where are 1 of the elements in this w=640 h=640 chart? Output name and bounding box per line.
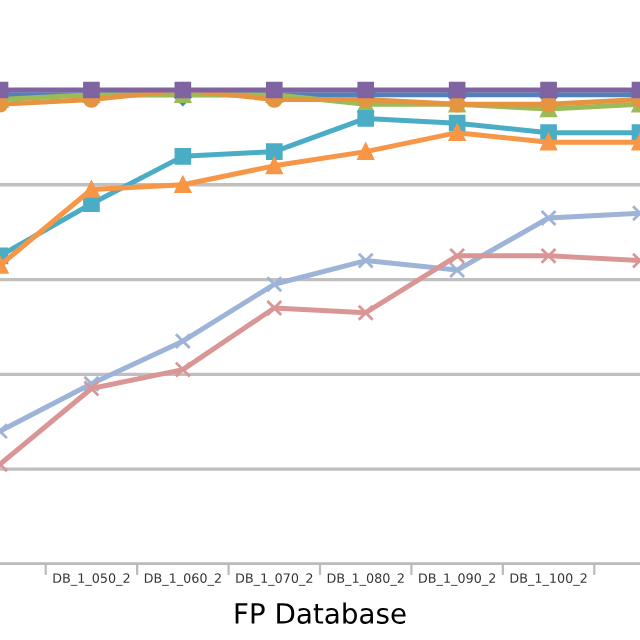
x-axis-title: FP Database <box>235 602 406 624</box>
